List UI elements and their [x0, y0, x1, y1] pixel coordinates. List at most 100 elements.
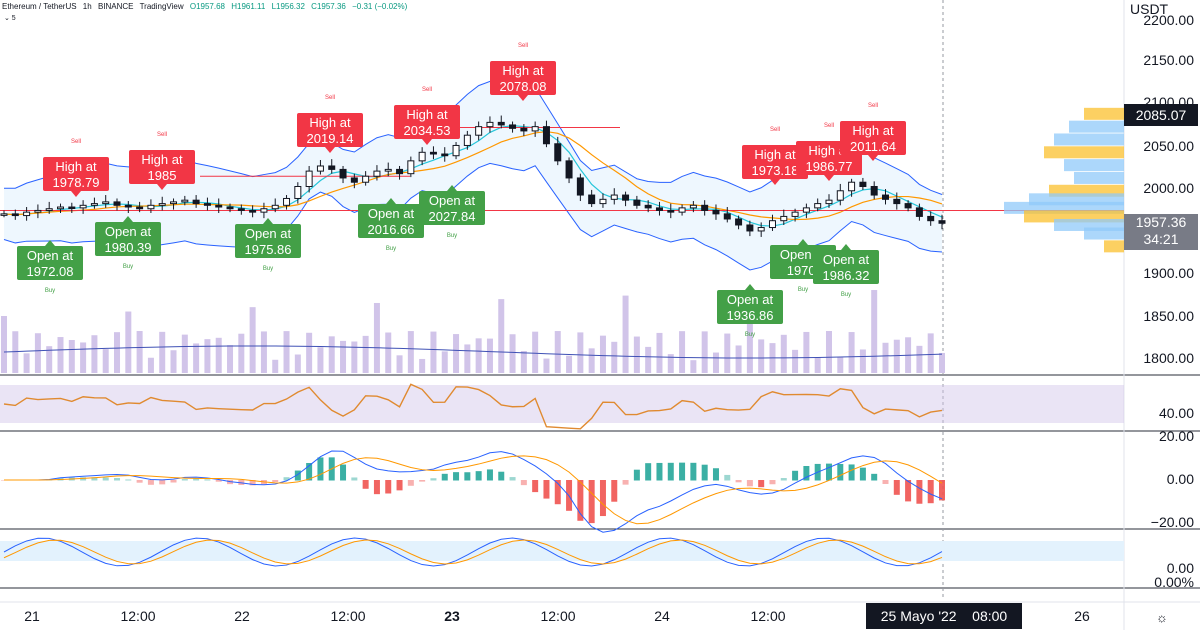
volume-bar — [385, 333, 391, 373]
buy-signal-label: Open at — [105, 224, 152, 239]
price-tick: 2200.00 — [1143, 12, 1194, 28]
volume-bar — [532, 332, 538, 373]
buy-signal-label: Open at — [727, 292, 774, 307]
volume-bar — [227, 345, 233, 373]
indicator-collapse-toggle[interactable]: ⌄ 5 — [4, 14, 16, 22]
sell-signal-label: High at — [406, 107, 448, 122]
symbol-name[interactable]: Ethereum / TetherUS — [2, 2, 77, 11]
candle-body — [702, 205, 708, 210]
volume-bar — [803, 332, 809, 373]
buy-signal-label: Open at — [429, 193, 476, 208]
macd-histogram-bar — [351, 477, 357, 480]
candle-body — [12, 214, 18, 216]
macd-histogram-bar — [634, 470, 640, 481]
volume-bar — [1, 316, 7, 373]
sell-signal-value: 2011.64 — [850, 139, 896, 154]
candle-body — [284, 198, 290, 205]
candle-body — [182, 200, 188, 202]
sell-signal-tag: Sell — [71, 139, 81, 145]
candle-body — [882, 195, 888, 199]
macd-histogram-bar — [182, 479, 188, 480]
candle-body — [769, 221, 775, 228]
volume-bar — [284, 331, 290, 373]
macd-histogram-bar — [916, 480, 922, 504]
candle-body — [871, 187, 877, 196]
volume-bar — [510, 334, 516, 373]
macd-histogram-bar — [781, 478, 787, 480]
volume-bar — [148, 358, 154, 373]
macd-histogram-bar — [148, 480, 154, 485]
volume-profile-bar — [1044, 146, 1124, 158]
volume-bar — [137, 331, 143, 373]
macd-histogram-bar — [758, 480, 764, 487]
candle-body — [385, 169, 391, 171]
candle-body — [905, 204, 911, 208]
sell-signal-value: 2019.14 — [307, 131, 354, 146]
volume-bar — [114, 332, 120, 373]
time-tick: 26 — [1074, 608, 1090, 624]
time-tick: 12:00 — [330, 608, 365, 624]
sell-signal-value: 1986.77 — [806, 159, 853, 174]
candle-body — [430, 152, 436, 154]
volume-bar — [577, 332, 583, 373]
candle-body — [351, 178, 357, 182]
candle-body — [826, 200, 832, 203]
buy-signal-value: 2016.66 — [368, 222, 415, 237]
buy-signal-label: Open at — [27, 248, 74, 263]
sell-signal-tag: Sell — [824, 123, 834, 129]
candle-body — [611, 195, 617, 199]
candle-body — [747, 225, 753, 231]
candle-body — [736, 219, 742, 225]
volume-bar — [69, 340, 75, 373]
candle-body — [860, 182, 866, 186]
candle-body — [397, 169, 403, 173]
macd-histogram-bar — [510, 477, 516, 480]
macd-histogram-bar — [645, 463, 651, 480]
candle-body — [442, 154, 448, 156]
macd-histogram-bar — [532, 480, 538, 492]
volume-profile-bar — [1064, 159, 1124, 171]
volume-bar — [656, 333, 662, 373]
price-tick: 1800.00 — [1143, 350, 1194, 366]
volume-bar — [600, 336, 606, 373]
time-tick: 12:00 — [120, 608, 155, 624]
macd-histogram-bar — [668, 463, 674, 481]
candle-body — [193, 200, 199, 203]
volume-bar — [351, 342, 357, 373]
macd-histogram-bar — [408, 480, 414, 486]
candle-body — [419, 152, 425, 161]
settings-gear-icon[interactable]: ☼ — [1156, 610, 1168, 625]
candle-body — [216, 205, 222, 207]
volume-bar — [690, 360, 696, 373]
volume-bar — [250, 307, 256, 373]
macd-histogram-bar — [713, 468, 719, 480]
macd-histogram-bar — [747, 480, 753, 486]
sell-signal-tag: Sell — [518, 43, 528, 49]
candle-body — [577, 178, 583, 195]
ohlc-low: L1956.32 — [272, 2, 305, 11]
volume-bar — [781, 335, 787, 373]
candle-body — [317, 166, 323, 171]
candle-body — [80, 205, 86, 208]
last-price-badge: 1957.36 34:21 — [1124, 214, 1198, 250]
last-price-value: 1957.36 — [1124, 214, 1198, 231]
sell-signal-tag: Sell — [770, 127, 780, 133]
macd-histogram-bar — [905, 480, 911, 501]
buy-signal-value: 2027.84 — [429, 209, 476, 224]
volume-bar — [363, 336, 369, 373]
candle-body — [724, 214, 730, 219]
macd-histogram-bar — [792, 471, 798, 481]
macd-histogram-bar — [769, 480, 775, 484]
macd-histogram-bar — [656, 463, 662, 481]
candle-body — [566, 161, 572, 178]
buy-signal-value: 1975.86 — [245, 242, 292, 257]
macd-histogram-bar — [430, 478, 436, 480]
macd-histogram-bar — [679, 463, 685, 481]
volume-profile-bar — [1104, 240, 1124, 252]
volume-bar — [430, 332, 436, 373]
interval-label[interactable]: 1h — [83, 2, 92, 11]
volume-bar — [758, 339, 764, 373]
buy-signal-tag: Buy — [386, 246, 396, 252]
